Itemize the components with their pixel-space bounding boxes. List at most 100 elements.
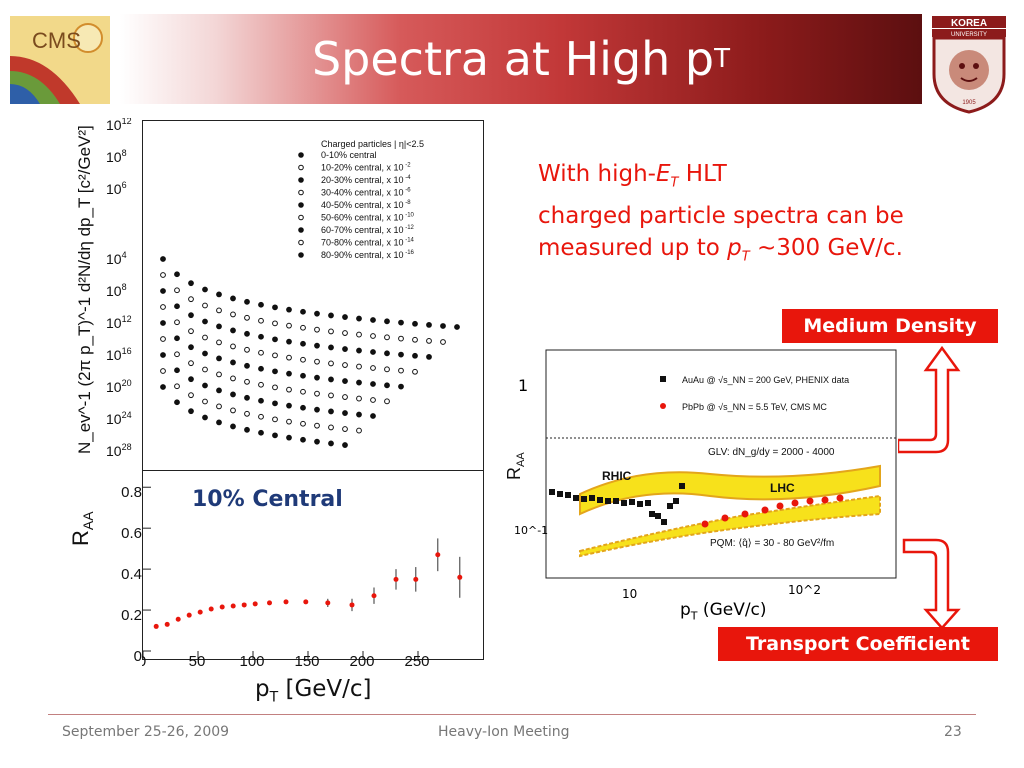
spectra-legend-label: 30-40% central, x 10 -6 [321, 188, 411, 198]
spectra-point [216, 323, 222, 330]
description-line-3: measured up to pT ~300 GeV/c. [538, 234, 903, 265]
spectra-point [230, 423, 236, 430]
spectra-point [398, 367, 404, 374]
spectra-point [286, 354, 292, 361]
raa-xtick-label: 150 [294, 653, 319, 670]
spectra-point [258, 349, 264, 356]
svg-text:1905: 1905 [962, 100, 976, 106]
spectra-point [286, 370, 292, 377]
spectra-point [342, 314, 348, 320]
raa-ylabel: RAA [62, 500, 102, 550]
raa-point [303, 599, 309, 605]
spectra-legend-marker [298, 189, 304, 196]
raa-plot [142, 470, 484, 660]
spectra-point [174, 319, 180, 326]
raa-point [435, 552, 441, 558]
spectra-legend-title: Charged particles | η|<2.5 [321, 139, 424, 149]
spectra-point [160, 256, 166, 262]
spectra-ytick-label: 108 [106, 148, 127, 165]
spectra-point [216, 355, 222, 362]
spectra-point [328, 376, 334, 383]
spectra-point [286, 418, 292, 425]
spectra-point [202, 286, 208, 293]
spectra-point [300, 420, 306, 427]
spectra-point [426, 354, 432, 360]
spectra-point [216, 387, 222, 394]
raa-ytick-label: 0.6 [121, 525, 142, 542]
spectra-point [160, 320, 166, 326]
spectra-point [244, 314, 250, 321]
spectra-ytick-label: 1020 [106, 378, 132, 395]
raa-xtick-label: 0 [142, 653, 146, 670]
description-line-1: With high-ET HLT [538, 161, 727, 191]
spectra-point [300, 324, 306, 331]
raa-xtick-label: 100 [239, 653, 264, 670]
spectra-point [230, 295, 236, 302]
phenix-point [549, 489, 555, 495]
raa-point [153, 623, 159, 629]
spectra-legend-label: 20-30% central, x 10 -4 [321, 175, 411, 185]
spectra-point [342, 394, 348, 400]
svg-text:RAA: RAA [504, 452, 526, 480]
raa-point [164, 621, 170, 627]
spectra-point [188, 360, 194, 367]
spectra-point [286, 434, 292, 441]
phenix-point [621, 500, 627, 506]
spectra-ytick-label: 104 [106, 250, 127, 267]
title-main: Spectra at High p [311, 32, 715, 86]
svg-text:AuAu @ √s_NN = 200 GeV, PHENIX: AuAu @ √s_NN = 200 GeV, PHENIX data [682, 375, 849, 385]
spectra-point [272, 368, 278, 375]
spectra-point [174, 287, 180, 294]
footer-page-number: 23 [944, 724, 962, 740]
spectra-ylabel: N_ev^-1 (2π p_T)^-1 d²N/dη dp_T [c²/GeV²… [62, 124, 102, 464]
up-arrow-icon [896, 345, 961, 454]
spectra-point [370, 317, 376, 323]
spectra-legend-marker [298, 227, 304, 233]
spectra-point [370, 397, 376, 403]
spectra-point [398, 319, 404, 326]
spectra-point [244, 426, 250, 433]
spectra-point [272, 336, 278, 343]
spectra-point [202, 302, 208, 309]
spectra-point [174, 271, 180, 278]
raa-point [325, 600, 331, 606]
spectra-point [426, 322, 432, 328]
spectra-point [188, 296, 194, 303]
phenix-point [673, 498, 679, 504]
spectra-legend-label: 10-20% central, x 10 -2 [321, 163, 411, 173]
raa-point [267, 600, 272, 606]
cms-mc-point [776, 502, 784, 510]
spectra-point [202, 382, 208, 389]
phenix-point [557, 491, 563, 497]
spectra-point [342, 410, 348, 416]
spectra-point [160, 272, 166, 278]
spectra-point [342, 442, 348, 448]
spectra-point [202, 318, 208, 325]
spectra-point [370, 381, 376, 387]
spectra-point [258, 381, 264, 388]
svg-text:GLV: dN_g/dy = 2000 - 4000: GLV: dN_g/dy = 2000 - 4000 [708, 447, 835, 458]
raa-point [219, 604, 225, 610]
spectra-legend-marker [298, 214, 304, 221]
phenix-point [679, 483, 685, 489]
spectra-point [244, 346, 250, 353]
right-xlabel: pT (GeV/c) [680, 600, 767, 623]
spectra-point [300, 388, 306, 395]
spectra-point [384, 382, 390, 389]
korea-university-logo: KOREA UNIVERSITY 1905 [928, 14, 1010, 114]
spectra-point [174, 367, 180, 374]
spectra-point [258, 333, 264, 340]
spectra-point [202, 334, 208, 341]
svg-text:RAA: RAA [68, 511, 96, 546]
spectra-point [286, 386, 292, 393]
spectra-point [356, 379, 362, 386]
spectra-point [440, 323, 446, 329]
spectra-point [216, 419, 222, 426]
cms-mc-point [806, 497, 814, 505]
spectra-plot: Charged particles | η|<2.5 0-10% central 1… [142, 120, 484, 474]
spectra-point [398, 351, 404, 358]
spectra-point [188, 408, 194, 415]
spectra-point [356, 331, 362, 338]
phenix-point [573, 495, 579, 501]
legend-circle-icon [660, 403, 666, 409]
